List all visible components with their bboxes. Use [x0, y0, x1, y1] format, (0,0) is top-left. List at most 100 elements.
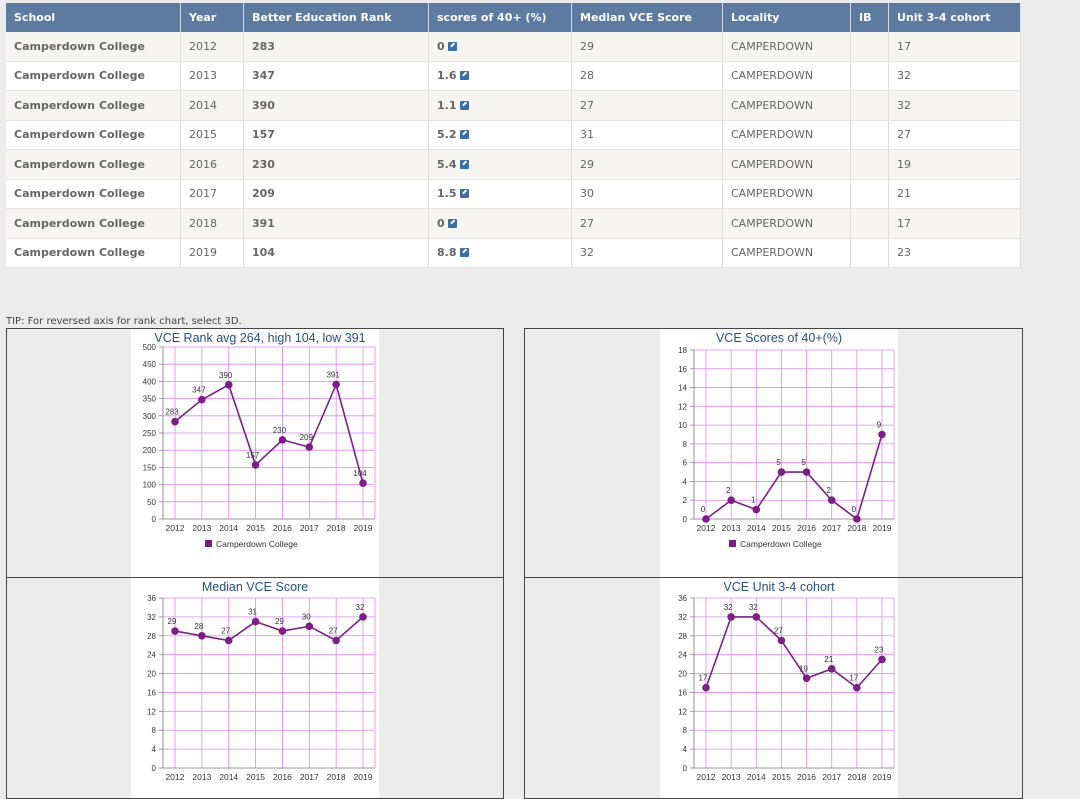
chart-panel-cohort: VCE Unit 3-4 cohort 0 4 8 12 16 20 24 28 32 36 2012… — [524, 577, 1023, 799]
rank-value[interactable]: 391 — [252, 216, 275, 230]
data-label: 17 — [699, 674, 708, 683]
cell-rank[interactable]: 390 — [243, 90, 429, 121]
cell-school[interactable]: Camperdown College — [6, 32, 181, 62]
school-value[interactable]: Camperdown College — [14, 128, 145, 142]
external-link-icon[interactable] — [447, 41, 457, 51]
external-link-icon[interactable] — [459, 189, 469, 199]
x-tick-label: 2012 — [166, 523, 185, 533]
table-row: Camperdown College 2013 347 1.6 28 CAMPERDOWN… — [6, 61, 1021, 91]
col-header-cohort[interactable]: Unit 3-4 cohort — [888, 3, 1021, 32]
data-point — [305, 443, 314, 451]
y-tick-label: 500 — [143, 343, 157, 352]
cell-locality: CAMPERDOWN — [722, 238, 851, 268]
cell-rank[interactable]: 157 — [243, 120, 429, 150]
chart-median-svg: Median VCE Score 0 4 8 12 16 20 24 28 32 36 2012 201… — [147, 580, 376, 782]
cell-school[interactable]: Camperdown College — [6, 90, 181, 121]
cell-rank[interactable]: 104 — [243, 238, 429, 268]
rank-value[interactable]: 157 — [252, 128, 275, 142]
x-tick-label: 2014 — [219, 523, 238, 533]
y-tick-label: 4 — [683, 477, 688, 486]
cell-school[interactable]: Camperdown College — [6, 61, 181, 91]
data-label: 27 — [329, 627, 338, 636]
cell-year: 2016 — [180, 149, 244, 180]
cell-scores[interactable]: 0 — [428, 32, 572, 62]
y-tick-label: 100 — [143, 481, 157, 490]
cell-school[interactable]: Camperdown College — [6, 238, 181, 268]
rank-value[interactable]: 283 — [252, 39, 275, 53]
y-tick-label: 450 — [143, 360, 157, 369]
col-header-school[interactable]: School — [6, 3, 181, 32]
external-link-icon[interactable] — [459, 130, 469, 140]
locality-value: CAMPERDOWN — [731, 69, 814, 83]
x-tick-label: 2019 — [354, 523, 373, 533]
cell-ib — [850, 208, 889, 239]
rank-value[interactable]: 209 — [252, 187, 275, 201]
col-header-ib[interactable]: IB — [850, 3, 889, 32]
school-value[interactable]: Camperdown College — [14, 216, 145, 230]
y-tick-label: 24 — [678, 651, 687, 660]
data-point — [702, 683, 710, 692]
school-value[interactable]: Camperdown College — [14, 157, 145, 171]
median-value: 29 — [580, 39, 594, 53]
external-link-icon[interactable] — [459, 248, 469, 258]
year-value: 2018 — [189, 216, 217, 230]
cell-school[interactable]: Camperdown College — [6, 208, 181, 239]
cell-school[interactable]: Camperdown College — [6, 120, 181, 150]
col-header-rank[interactable]: Better Education Rank — [243, 3, 429, 32]
external-link-icon[interactable] — [447, 218, 457, 228]
school-value[interactable]: Camperdown College — [14, 98, 145, 112]
cell-ib — [850, 238, 889, 268]
chart-panel-scores: VCE Scores of 40+(%) 0 2 4 6 8 10 12 14 16 18 2012 2… — [524, 328, 1023, 579]
y-tick-label: 0 — [152, 515, 157, 524]
cell-school[interactable]: Camperdown College — [6, 179, 181, 209]
cell-scores[interactable]: 0 — [428, 208, 572, 239]
rank-value[interactable]: 390 — [252, 98, 275, 112]
y-tick-label: 250 — [143, 429, 157, 438]
cell-scores[interactable]: 1.6 — [428, 61, 572, 91]
x-tick-label: 2016 — [797, 772, 816, 782]
cell-scores[interactable]: 1.5 — [428, 179, 572, 209]
chart-title: VCE Rank avg 264, high 104, low 391 — [154, 331, 365, 345]
cell-rank[interactable]: 230 — [243, 149, 429, 180]
scores-value: 1.5 — [437, 187, 457, 201]
cell-rank[interactable]: 283 — [243, 32, 429, 62]
cell-scores[interactable]: 1.1 — [428, 90, 572, 121]
school-value[interactable]: Camperdown College — [14, 39, 145, 53]
cell-school[interactable]: Camperdown College — [6, 149, 181, 180]
data-label: 283 — [165, 408, 179, 417]
cell-scores[interactable]: 8.8 — [428, 238, 572, 268]
col-header-median[interactable]: Median VCE Score — [571, 3, 723, 32]
rank-value[interactable]: 230 — [252, 157, 275, 171]
cell-scores[interactable]: 5.2 — [428, 120, 572, 150]
external-link-icon[interactable] — [459, 159, 469, 169]
external-link-icon[interactable] — [459, 100, 469, 110]
cell-rank[interactable]: 209 — [243, 179, 429, 209]
rank-value[interactable]: 104 — [252, 246, 275, 260]
cell-ib — [850, 90, 889, 121]
data-point — [224, 636, 233, 645]
school-value[interactable]: Camperdown College — [14, 69, 145, 83]
cell-rank[interactable]: 391 — [243, 208, 429, 239]
data-point — [702, 515, 710, 523]
external-link-icon[interactable] — [459, 71, 469, 81]
data-point — [752, 505, 761, 514]
school-value[interactable]: Camperdown College — [14, 246, 145, 260]
col-header-scores[interactable]: scores of 40+ (%) — [428, 3, 572, 32]
col-header-locality[interactable]: Locality — [722, 3, 851, 32]
data-point — [878, 430, 886, 439]
school-value[interactable]: Camperdown College — [14, 187, 145, 201]
x-tick-label: 2018 — [327, 772, 346, 782]
col-header-year[interactable]: Year — [180, 3, 244, 32]
y-tick-label: 28 — [678, 632, 687, 641]
locality-value: CAMPERDOWN — [731, 128, 814, 142]
cell-scores[interactable]: 5.4 — [428, 149, 572, 180]
chart-median: Median VCE Score 0 4 8 12 16 20 24 28 32 36 2012 201… — [131, 578, 379, 798]
cell-cohort: 32 — [888, 90, 1021, 121]
cell-year: 2015 — [180, 120, 244, 150]
cell-rank[interactable]: 347 — [243, 61, 429, 91]
table-row: Camperdown College 2019 104 8.8 32 CAMPERDOWN… — [6, 238, 1021, 268]
data-point — [171, 627, 179, 635]
table-row: Camperdown College 2018 391 0 27 CAMPERDOWN 17 — [6, 208, 1021, 239]
x-tick-label: 2012 — [697, 772, 716, 782]
rank-value[interactable]: 347 — [252, 69, 275, 83]
